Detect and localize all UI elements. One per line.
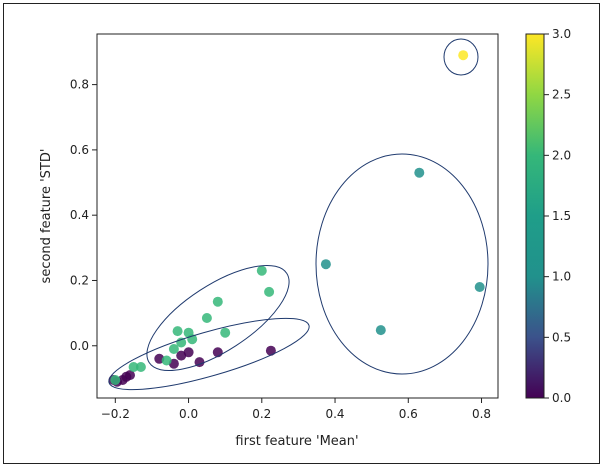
data-point bbox=[161, 355, 172, 366]
x-tick-label: 0.0 bbox=[179, 407, 198, 421]
data-point bbox=[128, 362, 139, 372]
x-tick-label: 0.4 bbox=[325, 407, 344, 421]
x-tick-label: 0.8 bbox=[472, 407, 491, 421]
y-axis-label: second feature 'STD' bbox=[39, 149, 54, 284]
cluster-outline-purple bbox=[108, 317, 310, 391]
data-point bbox=[320, 259, 331, 270]
y-tick-label: 0.2 bbox=[70, 273, 89, 287]
cluster-outline-yellow bbox=[443, 38, 479, 76]
x-tick-label: 0.6 bbox=[399, 407, 418, 421]
data-point bbox=[265, 345, 276, 356]
data-point bbox=[172, 326, 183, 337]
colorbar-tick-label: 1.5 bbox=[552, 209, 571, 223]
colorbar-tick-label: 0.0 bbox=[552, 391, 571, 405]
data-point bbox=[110, 375, 121, 385]
colorbar-tick-label: 2.5 bbox=[552, 88, 571, 102]
cluster-outline-blue bbox=[315, 153, 489, 375]
y-tick-label: 0.0 bbox=[70, 339, 89, 353]
colorbar-ticks: 0.0 0.5 1.0 1.5 2.0 2.5 3.0 bbox=[544, 27, 571, 405]
data-point bbox=[474, 282, 485, 292]
data-point bbox=[375, 325, 386, 336]
y-tick-label: 0.8 bbox=[70, 78, 89, 92]
data-point bbox=[212, 296, 223, 307]
colorbar-tick-label: 0.5 bbox=[552, 330, 571, 344]
data-point bbox=[183, 347, 194, 358]
x-axis-label: first feature 'Mean' bbox=[235, 434, 358, 449]
data-point bbox=[264, 286, 275, 297]
data-point bbox=[135, 362, 146, 372]
scatter-points bbox=[108, 50, 485, 387]
colorbar-tick-label: 1.0 bbox=[552, 270, 571, 284]
data-point bbox=[220, 327, 231, 338]
y-tick-label: 0.6 bbox=[70, 143, 89, 157]
data-point bbox=[176, 337, 187, 348]
x-tick-label: 0.2 bbox=[252, 407, 271, 421]
figure-frame bbox=[3, 3, 600, 464]
data-point bbox=[201, 313, 212, 323]
colorbar-tick-label: 2.0 bbox=[552, 148, 571, 162]
y-tick-label: 0.4 bbox=[70, 208, 89, 222]
colorbar-tick-label: 3.0 bbox=[552, 27, 571, 41]
plot-area bbox=[96, 33, 499, 399]
x-axis-ticks: −0.2 0.0 0.2 0.4 0.6 0.8 bbox=[101, 398, 491, 421]
cluster-outline-green bbox=[146, 264, 290, 372]
data-point bbox=[256, 265, 267, 276]
data-point bbox=[168, 344, 179, 354]
colorbar bbox=[525, 33, 545, 399]
data-point bbox=[414, 167, 425, 178]
data-point bbox=[458, 50, 469, 61]
cluster-outlines bbox=[108, 38, 489, 391]
data-point bbox=[125, 370, 135, 381]
data-point bbox=[194, 357, 205, 368]
x-tick-label: −0.2 bbox=[101, 407, 130, 421]
y-axis-ticks: 0.0 0.2 0.4 0.6 0.8 bbox=[70, 78, 97, 353]
